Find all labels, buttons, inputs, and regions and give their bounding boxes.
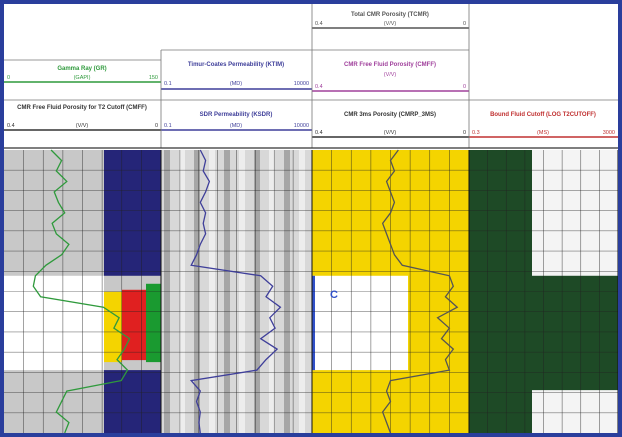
track3-zone-band xyxy=(312,275,408,371)
cutoff-unit: (MS) xyxy=(537,130,549,136)
sdr-max: 10000 xyxy=(294,123,309,129)
cmff-cutoff-unit: (V/V) xyxy=(76,123,89,129)
gamma-max: 150 xyxy=(149,75,158,81)
bin-min: 0.4 xyxy=(315,130,323,136)
tcmr-unit: (V/V) xyxy=(384,21,397,27)
well-log-svg: Gamma Ray (GR) (GAPI) 0 150 CMR Free Flu… xyxy=(4,4,618,433)
gamma-ray-curve xyxy=(32,149,131,433)
track1-zone-band xyxy=(4,275,104,371)
bin-unit: (V/V) xyxy=(384,130,397,136)
cmff-unit: (V/V) xyxy=(384,72,397,78)
timur-unit: (MD) xyxy=(230,81,242,87)
ktim-curve xyxy=(189,149,282,433)
tcmr-curve xyxy=(381,149,459,433)
header-area: Gamma Ray (GR) (GAPI) 0 150 CMR Free Flu… xyxy=(4,4,618,149)
cmff-cutoff-min: 0.4 xyxy=(7,123,15,129)
bin-title: CMR 3ms Porosity (CMRP_3MS) xyxy=(344,112,436,118)
track4-light-fill-lower xyxy=(532,390,618,433)
sdr-unit: (MD) xyxy=(230,123,242,129)
gamma-min: 0 xyxy=(7,75,10,81)
timur-max: 10000 xyxy=(294,81,309,87)
timur-min: 0.1 xyxy=(164,81,172,87)
cmff-cutoff-title: CMR Free Fluid Porosity for T2 Cutoff (C… xyxy=(17,105,147,111)
sdr-title: SDR Permeability (KSDR) xyxy=(200,112,273,118)
track1-navy-fill-upper xyxy=(104,150,161,276)
tcmr-max: 0 xyxy=(463,21,466,27)
log-tracks xyxy=(4,149,618,433)
tcmr-title: Total CMR Porosity (TCMR) xyxy=(351,12,429,18)
timur-title: Timur-Coates Permeability (KTIM) xyxy=(188,62,284,68)
cutoff-title: Bound Fluid Cutoff (LOG T2CUTOFF) xyxy=(490,112,596,118)
gamma-unit: (GAPI) xyxy=(74,75,91,81)
gamma-title: Gamma Ray (GR) xyxy=(57,66,106,72)
track1-navy-fill-lower xyxy=(104,370,161,433)
fluid-fill-red xyxy=(122,289,146,361)
tcmr-min: 0.4 xyxy=(315,21,323,27)
cmff-title: CMR Free Fluid Porosity (CMFF) xyxy=(344,62,436,68)
bin-max: 0 xyxy=(463,130,466,136)
zone-marker-label: C xyxy=(330,289,338,301)
zone-marker-bar xyxy=(312,275,315,371)
track4-light-fill xyxy=(532,150,618,276)
fluid-fill-green xyxy=(146,283,161,363)
fluid-fill-yellow xyxy=(104,291,122,363)
cmff-max: 0 xyxy=(463,84,466,90)
sdr-min: 0.1 xyxy=(164,123,172,129)
cmff-min: 0.4 xyxy=(315,84,323,90)
cmff-cutoff-max: 0 xyxy=(155,123,158,129)
cutoff-max: 3000 xyxy=(603,130,615,136)
cutoff-min: 0.3 xyxy=(472,130,480,136)
